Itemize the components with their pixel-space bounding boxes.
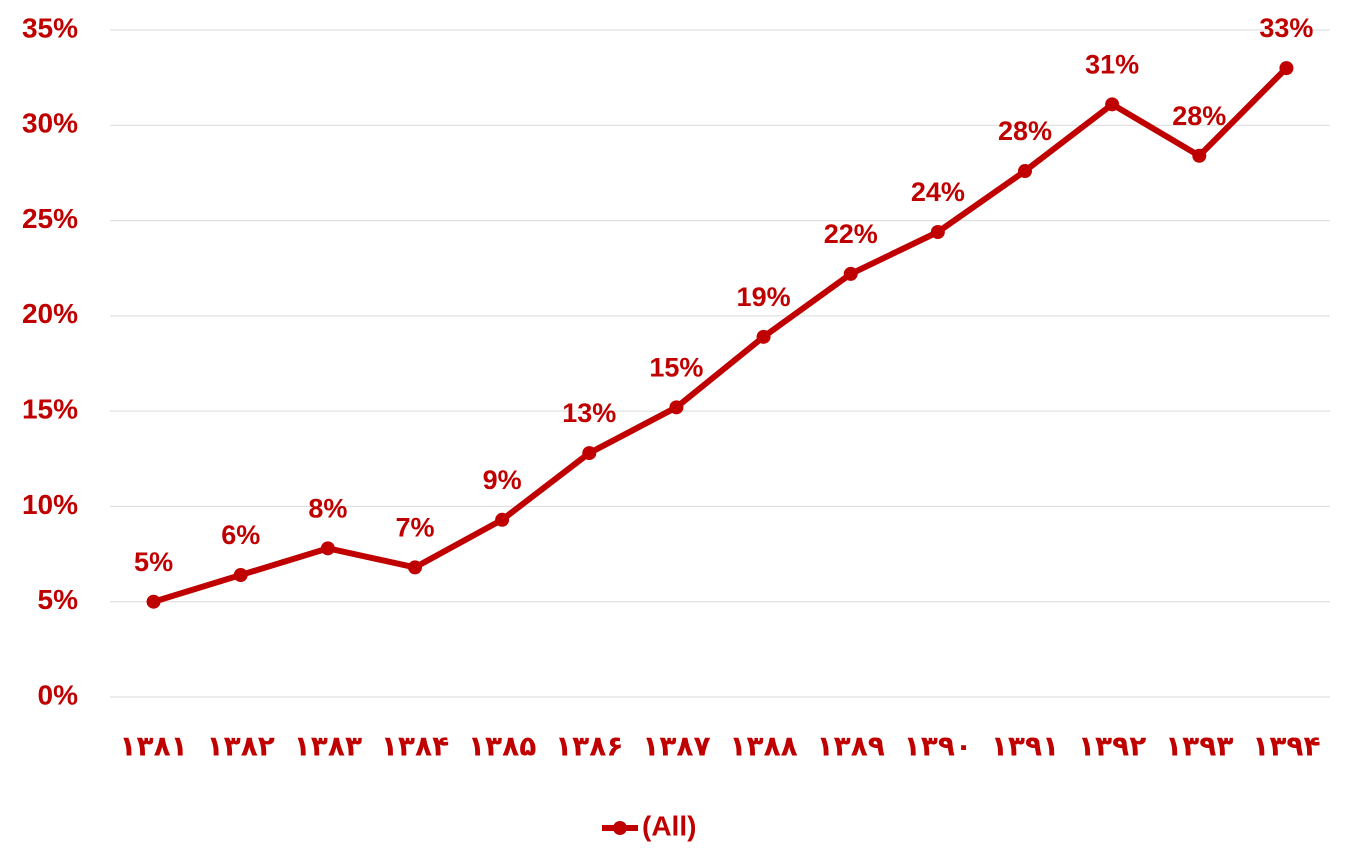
point [408,560,422,575]
data-label: 9% [483,465,522,495]
y-tick-label: 20% [22,298,78,329]
y-tick-label: 30% [22,108,78,139]
x-tick-label: ۱۳۸۹ [817,730,885,761]
data-label: 5% [134,547,173,577]
point [843,266,858,281]
x-tick-label: ۱۳۸۸ [729,730,797,761]
y-tick-label: 0% [38,679,79,710]
point [930,225,945,240]
y-tick-label: 35% [22,12,78,43]
x-tick-label: ۱۳۸۷ [642,730,710,761]
point [1279,61,1294,76]
point [146,594,161,609]
x-tick-label: ۱۳۹۲ [1078,730,1146,761]
y-tick-label: 5% [38,584,79,615]
data-label: 28% [998,116,1052,146]
data-label: 28% [1172,101,1226,131]
x-tick-label: ۱۳۸۵ [468,730,536,761]
point [320,541,335,556]
data-label: 19% [737,282,791,312]
data-label: 33% [1259,13,1313,43]
legend-label: (All) [642,810,696,841]
x-tick-label: ۱۳۹۱ [991,730,1059,761]
y-tick-label: 25% [22,203,78,234]
x-tick-label: ۱۳۹۰ [904,730,972,761]
data-label: 7% [395,513,434,543]
x-tick-label: ۱۳۹۴ [1252,730,1320,761]
series-line [152,65,1289,605]
data-label: 8% [308,493,347,523]
data-label: 13% [562,398,616,428]
point [1018,164,1032,179]
point [669,400,684,415]
y-tick-label: 10% [22,489,78,520]
point [233,568,248,583]
data-label: 6% [221,520,260,550]
point [582,446,597,461]
point [1105,97,1120,112]
x-tick-label: ۱۳۸۱ [119,730,187,761]
x-tick-label: ۱۳۹۳ [1165,730,1233,761]
data-label: 15% [649,352,703,382]
point [1192,148,1207,163]
x-tick-label: ۱۳۸۶ [555,730,623,761]
x-tick-label: ۱۳۸۲ [207,730,275,761]
y-tick-label: 15% [22,394,78,425]
data-label: 22% [824,219,878,249]
point [495,512,510,527]
x-tick-label: ۱۳۸۴ [381,730,449,761]
data-label: 24% [911,177,965,207]
legend-marker [613,821,627,835]
data-label: 31% [1085,49,1139,79]
point [756,329,771,344]
x-tick-label: ۱۳۸۳ [294,730,362,761]
